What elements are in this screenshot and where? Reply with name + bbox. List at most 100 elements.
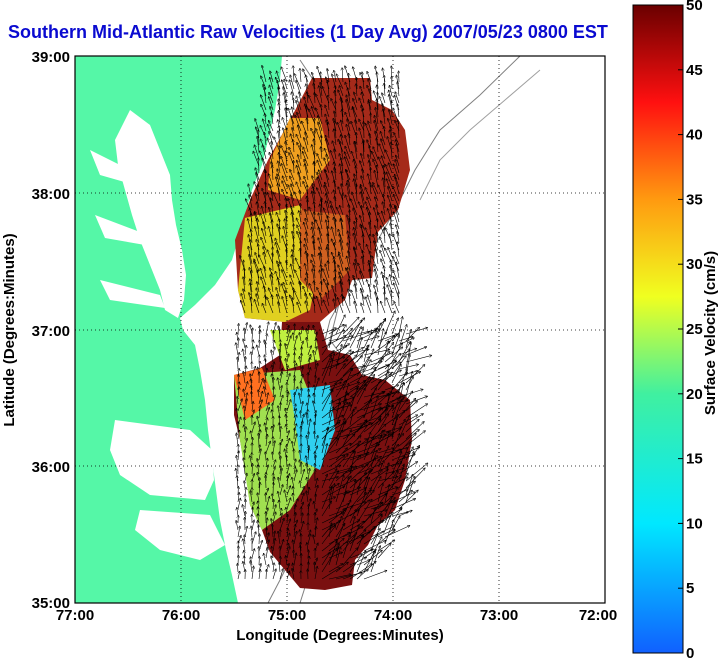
velocity-arrow [254,300,260,314]
velocity-arrow [334,243,337,258]
velocity-arrow [328,96,329,111]
velocity-arrow [293,540,294,552]
velocity-arrow [292,569,295,580]
velocity-arrow [285,344,288,356]
velocity-arrow [321,444,327,468]
velocity-arrow [244,418,245,426]
velocity-arrow [335,350,351,363]
velocity-arrow [342,349,369,356]
velocity-arrow [305,301,309,314]
velocity-arrow [340,206,344,216]
velocity-arrow [292,128,295,139]
velocity-arrow [300,493,304,503]
velocity-arrow [307,346,311,356]
velocity-arrow [284,79,288,90]
velocity-arrow [269,121,274,132]
velocity-arrow [321,364,339,370]
velocity-arrow [321,383,326,398]
velocity-arrow [267,297,274,314]
velocity-arrow [246,199,253,216]
velocity-arrow [251,230,252,244]
velocity-arrow [286,547,290,559]
velocity-arrow [307,419,311,433]
velocity-arrow [296,135,302,146]
velocity-arrow [287,392,288,405]
velocity-arrow [285,219,288,237]
velocity-arrow [252,464,253,475]
velocity-arrow [307,254,308,272]
velocity-arrow [237,409,239,419]
velocity-arrow [321,501,331,517]
velocity-arrow [297,113,302,125]
velocity-arrow [243,389,246,398]
velocity-arrow [238,493,239,503]
velocity-arrow [257,185,260,202]
velocity-arrow [257,282,260,293]
velocity-arrow [251,379,252,391]
velocity-arrow [281,164,288,181]
velocity-arrow [263,119,267,132]
velocity-arrow [313,187,316,202]
x-tick-label: 74:00 [374,607,412,624]
velocity-arrow [287,515,288,524]
velocity-arrow [321,147,322,160]
velocity-arrow [258,541,262,552]
velocity-arrow [286,556,287,566]
velocity-arrow [269,97,274,111]
velocity-arrow [293,494,294,503]
velocity-arrow [328,123,329,139]
velocity-arrow [287,216,288,230]
velocity-arrow [293,550,294,559]
velocity-arrow [259,330,260,342]
velocity-arrow [299,333,302,342]
velocity-arrow [328,552,342,559]
velocity-arrow [335,315,345,335]
velocity-arrow [245,500,246,510]
velocity-arrow [328,245,330,258]
velocity-arrow [266,435,267,447]
velocity-arrow [294,467,295,475]
velocity-arrow [265,114,266,125]
velocity-arrow [262,66,267,83]
velocity-arrow [326,155,330,167]
velocity-arrow [278,131,281,146]
velocity-arrow [321,427,328,454]
velocity-arrow [328,510,345,517]
velocity-arrow [325,105,330,118]
velocity-arrow [314,432,315,440]
velocity-arrow [312,227,316,244]
velocity-arrow [321,351,334,363]
velocity-arrow [335,325,346,342]
velocity-arrow [269,92,274,104]
velocity-arrow [263,252,267,265]
velocity-arrow [294,291,302,307]
velocity-arrow [312,107,316,118]
velocity-arrow [321,487,331,510]
velocity-arrow [299,393,302,405]
velocity-arrow [272,441,275,454]
velocity-arrow [257,219,260,237]
velocity-arrow [278,477,281,489]
velocity-arrow [342,416,364,433]
velocity-arrow [272,524,273,538]
velocity-arrow [294,393,295,405]
velocity-arrow [285,108,288,125]
velocity-arrow [244,382,248,391]
velocity-arrow [262,145,267,160]
velocity-arrow [273,331,274,342]
velocity-arrow [279,111,281,125]
velocity-arrow [335,219,336,237]
velocity-arrow [290,295,295,307]
velocity-arrow [307,92,308,104]
velocity-arrow [328,509,346,524]
velocity-arrow [271,141,274,160]
velocity-arrow [328,329,334,349]
velocity-arrow [328,360,348,370]
velocity-arrow [293,434,297,447]
velocity-arrow [251,532,256,545]
velocity-arrow [309,207,316,223]
velocity-arrow [251,526,252,538]
velocity-arrow [306,106,309,125]
velocity-arrow [251,271,252,286]
velocity-arrow [265,533,269,545]
